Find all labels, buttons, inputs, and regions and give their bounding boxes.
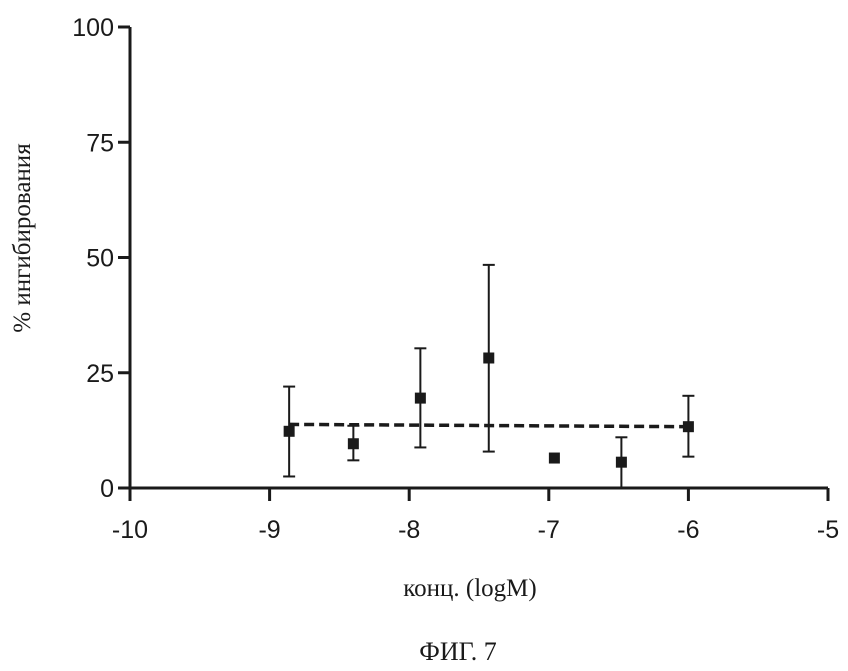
data-point xyxy=(348,438,359,449)
y-tick-label: 25 xyxy=(86,360,114,388)
y-tick-label: 100 xyxy=(72,14,114,42)
y-tick-label: 0 xyxy=(100,475,114,503)
data-points xyxy=(283,265,694,488)
data-point xyxy=(415,393,426,404)
x-tick-label: -5 xyxy=(817,516,839,544)
x-tick-label: -9 xyxy=(258,516,280,544)
y-axis-title: % ингибирования xyxy=(9,143,36,333)
x-tick-label: -8 xyxy=(398,516,420,544)
data-point xyxy=(284,426,295,437)
data-point xyxy=(483,352,494,363)
x-tick-label: -7 xyxy=(538,516,560,544)
y-tick-label: 75 xyxy=(86,129,114,157)
x-axis-title: конц. (logM) xyxy=(403,575,536,602)
figure-caption: ФИГ. 7 xyxy=(419,637,496,666)
data-point xyxy=(683,421,694,432)
x-tick-label: -10 xyxy=(112,516,148,544)
data-point xyxy=(616,457,627,468)
x-tick-label: -6 xyxy=(677,516,699,544)
axes: -10 -9 -8 -7 -6 -5 0 25 50 75 100 xyxy=(72,14,839,544)
y-tick-label: 50 xyxy=(86,245,114,273)
data-point xyxy=(549,453,560,464)
